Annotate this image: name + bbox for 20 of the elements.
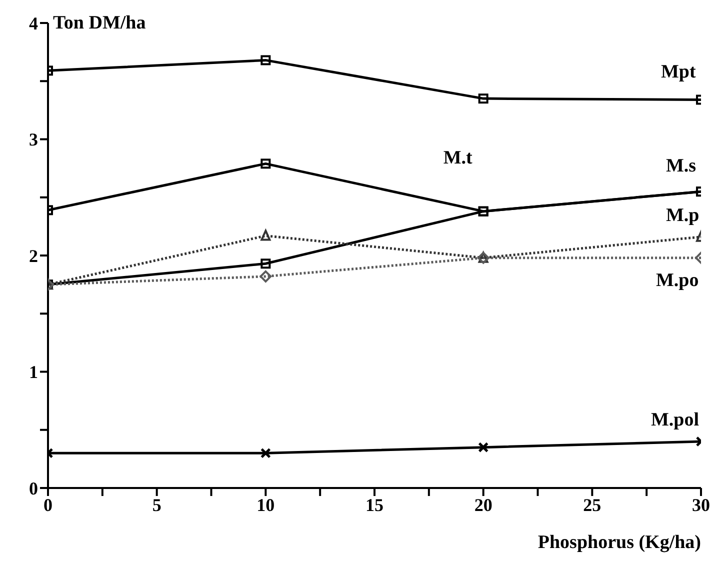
y-axis-title: Ton DM/ha (53, 12, 146, 34)
x-tick-label: 5 (152, 494, 162, 515)
series-label: M.pol (651, 410, 700, 430)
x-tick-label: 10 (256, 494, 275, 515)
x-tick-label: 0 (44, 494, 52, 515)
y-tick-label: 1 (29, 362, 38, 382)
x-tick-label: 20 (474, 494, 492, 515)
x-tick-label: 30 (692, 494, 710, 515)
x-axis-title: Phosphorus (Kg/ha) (538, 532, 701, 553)
y-tick-label: 4 (29, 13, 38, 34)
y-tick-label: 3 (29, 130, 38, 150)
series-label: M.s (666, 156, 696, 177)
y-tick-label: 2 (29, 246, 38, 266)
series-label: M.p (666, 204, 700, 226)
series-label: M.t (443, 147, 474, 168)
x-tick-label: 25 (583, 494, 602, 515)
x-tick-label: 15 (366, 494, 384, 515)
series-label: M.po (656, 270, 699, 291)
y-tick-label: 0 (29, 478, 38, 498)
series-label: Mpt (661, 62, 696, 83)
